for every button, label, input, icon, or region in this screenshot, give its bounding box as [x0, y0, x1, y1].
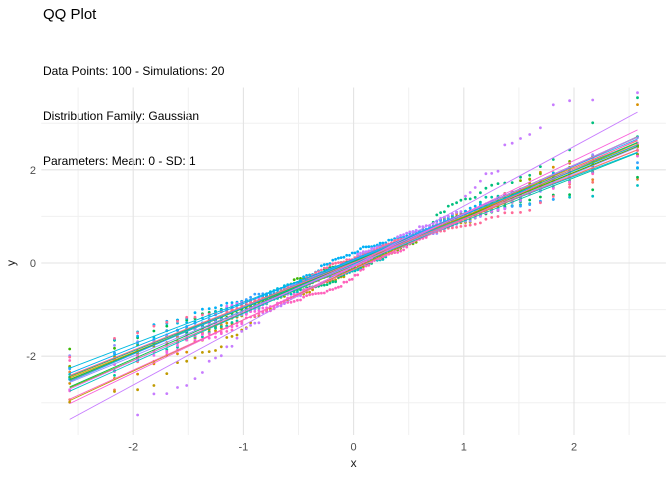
subtitle-line-parameters: Parameters: Mean: 0 - SD: 1	[43, 154, 196, 168]
y-axis-title: y	[4, 260, 18, 266]
y-tick-label: 2	[30, 165, 36, 177]
y-axis-tick-labels: -2 0 2	[26, 165, 36, 363]
qq-line-sim-04	[69, 136, 638, 402]
x-tick-label: 0	[351, 442, 357, 454]
y-tick-label: -2	[26, 351, 36, 363]
x-tick-label: -2	[128, 442, 138, 454]
qq-line-sim-15	[69, 146, 638, 383]
subtitle-line-data-points: Data Points: 100 - Simulations: 20	[43, 64, 225, 78]
y-tick-label: 0	[30, 258, 36, 270]
qq-lines-layer	[69, 111, 638, 420]
x-tick-label: -1	[239, 442, 249, 454]
qq-line-sim-20	[69, 149, 638, 376]
x-tick-label: 2	[571, 442, 577, 454]
plot-subtitle: Data Points: 100 - Simulations: 20 Distr…	[43, 34, 224, 199]
x-tick-label: 1	[461, 442, 467, 454]
qq-line-sim-16	[69, 111, 638, 420]
qq-line-sim-18	[69, 129, 638, 405]
qq-line-sim-19	[69, 139, 638, 400]
plot-title: QQ Plot	[43, 6, 97, 23]
qq-line-sim-09	[69, 141, 638, 381]
x-axis-tick-labels: -2 -1 0 1 2	[128, 442, 577, 454]
subtitle-line-distribution: Distribution Family: Gaussian	[43, 109, 200, 123]
x-axis-title: x	[351, 456, 357, 470]
